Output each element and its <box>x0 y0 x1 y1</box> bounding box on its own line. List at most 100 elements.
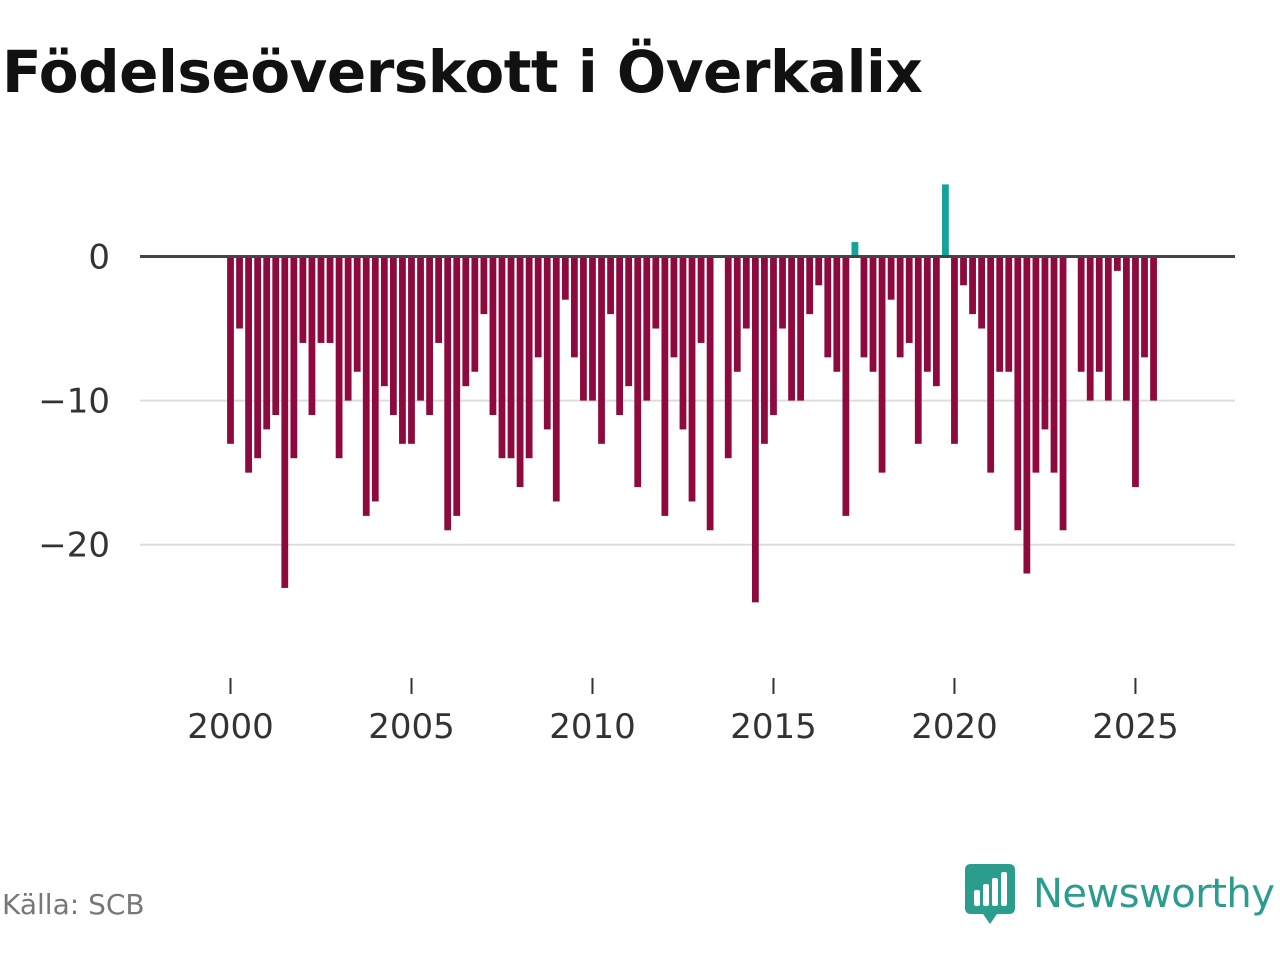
bar <box>353 256 361 372</box>
bar <box>806 256 814 315</box>
bar <box>860 256 868 358</box>
bar <box>480 256 488 315</box>
bar <box>1050 256 1058 473</box>
bar <box>661 256 669 516</box>
bar <box>1104 256 1112 401</box>
bar <box>634 256 642 488</box>
bar <box>462 256 470 387</box>
bar <box>978 256 986 329</box>
newsworthy-logo-icon <box>965 864 1015 924</box>
bar <box>896 256 904 358</box>
bar <box>580 256 587 401</box>
bar <box>969 256 976 315</box>
bar <box>389 256 397 415</box>
bar <box>1032 256 1040 473</box>
x-tick-label: 2025 <box>1092 707 1179 747</box>
bar <box>290 256 298 459</box>
bar <box>227 256 234 444</box>
bar <box>399 256 406 444</box>
bars <box>227 184 1157 603</box>
bar <box>914 256 922 444</box>
bar <box>842 256 850 516</box>
source-note: Källa: SCB <box>2 888 145 921</box>
bar <box>362 256 370 516</box>
y-axis: 0 −10 −20 <box>38 237 110 565</box>
bar <box>453 256 461 516</box>
bar <box>706 256 714 531</box>
bar <box>724 256 732 459</box>
bar <box>742 256 750 329</box>
bar <box>905 256 913 343</box>
bar <box>326 256 334 343</box>
bar <box>960 256 967 286</box>
bar <box>435 256 443 343</box>
y-tick-label: 0 <box>88 237 110 277</box>
bar <box>761 256 768 444</box>
bar <box>1023 256 1031 574</box>
bar <box>951 256 958 444</box>
bar <box>371 256 379 502</box>
bar <box>570 256 578 358</box>
bar <box>1041 256 1049 430</box>
x-tick-label: 2015 <box>730 707 817 747</box>
gridlines <box>140 399 1235 546</box>
bar <box>770 256 777 415</box>
bar <box>932 256 940 387</box>
y-tick-label: −10 <box>38 382 110 422</box>
bar <box>1150 256 1157 401</box>
bar <box>489 256 497 415</box>
bar-chart: 0 −10 −20 2000 2005 2010 2015 2020 2025 <box>38 184 1235 747</box>
bar <box>263 256 271 430</box>
bar <box>652 256 660 329</box>
bar <box>833 256 841 372</box>
bar <box>923 256 931 372</box>
bar <box>498 256 506 459</box>
bar <box>1123 256 1130 401</box>
bar <box>245 256 252 473</box>
bar <box>987 256 995 473</box>
bar <box>1132 256 1139 488</box>
bar <box>815 256 823 286</box>
bar <box>281 256 289 588</box>
x-tick-label: 2005 <box>368 707 455 747</box>
bar <box>751 256 759 603</box>
bar <box>616 256 624 415</box>
bar <box>824 256 832 358</box>
bar <box>670 256 678 358</box>
bar <box>344 256 352 401</box>
bar <box>408 256 415 444</box>
x-tick-label: 2020 <box>911 707 998 747</box>
bar <box>878 256 886 473</box>
chart-title: Födelseöverskott i Överkalix <box>2 38 923 106</box>
bar <box>851 242 859 257</box>
bar <box>426 256 433 415</box>
bar <box>543 256 551 430</box>
bar <box>534 256 542 358</box>
x-axis: 2000 2005 2010 2015 2020 2025 <box>187 678 1179 747</box>
bar <box>679 256 687 430</box>
bar <box>254 256 262 459</box>
bar <box>1014 256 1022 531</box>
x-tick-label: 2000 <box>187 707 274 747</box>
bar <box>1086 256 1094 401</box>
brand-logo: Newsworthy <box>965 864 1275 924</box>
bar <box>471 256 479 372</box>
bar <box>589 256 596 401</box>
bar <box>733 256 741 372</box>
bar <box>797 256 805 401</box>
bar <box>335 256 343 459</box>
bar <box>942 184 949 257</box>
y-tick-label: −20 <box>38 526 110 566</box>
bar <box>779 256 786 329</box>
bar <box>598 256 605 444</box>
bar <box>417 256 424 401</box>
bar <box>887 256 895 300</box>
bar <box>688 256 696 502</box>
brand-name: Newsworthy <box>1033 871 1275 917</box>
bar <box>444 256 452 531</box>
x-tick-label: 2010 <box>549 707 636 747</box>
bar <box>1095 256 1103 372</box>
bar <box>561 256 569 300</box>
bar <box>308 256 316 415</box>
bar <box>299 256 307 343</box>
